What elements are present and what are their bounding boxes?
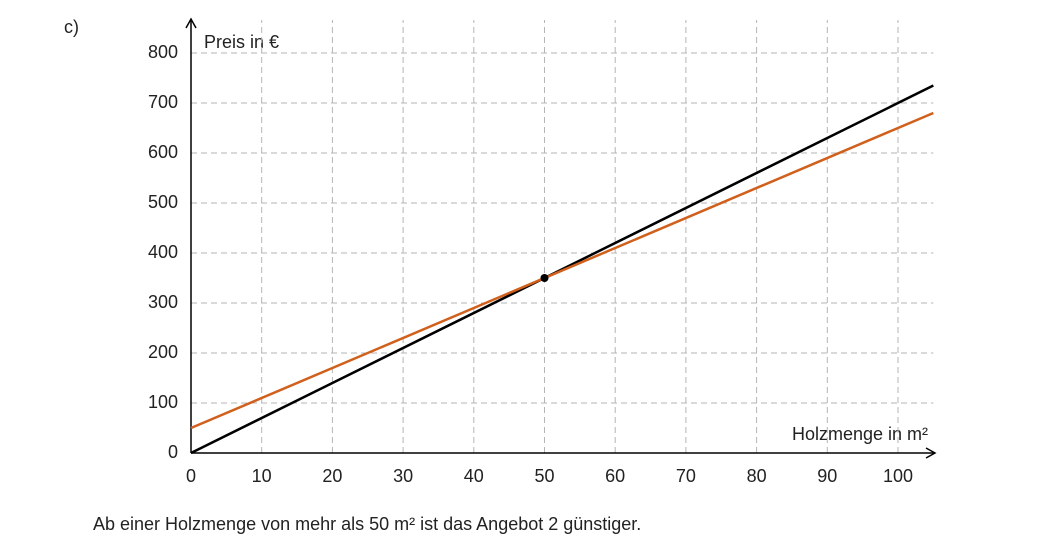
- y-tick-label: 800: [148, 42, 178, 62]
- y-tick-label: 600: [148, 142, 178, 162]
- x-tick-label: 50: [534, 466, 554, 486]
- y-tick-label: 300: [148, 292, 178, 312]
- grid: [191, 20, 934, 453]
- intersection-point: [540, 274, 549, 282]
- x-tick-label: 90: [817, 466, 837, 486]
- y-tick-label: 700: [148, 92, 178, 112]
- x-tick-label: 10: [252, 466, 272, 486]
- y-tick-label: 100: [148, 392, 178, 412]
- y-tick-label: 200: [148, 342, 178, 362]
- task-label: c): [64, 17, 79, 37]
- x-tick-label: 80: [747, 466, 767, 486]
- y-tick-label: 500: [148, 192, 178, 212]
- y-axis-label: Preis in €: [204, 32, 279, 52]
- x-axis-label: Holzmenge in m²: [792, 424, 928, 444]
- axes: [185, 17, 937, 459]
- y-tick-label: 400: [148, 242, 178, 262]
- x-tick-label: 30: [393, 466, 413, 486]
- x-tick-label: 100: [883, 466, 913, 486]
- y-axis-arrow: [185, 17, 197, 29]
- x-tick-label: 40: [464, 466, 484, 486]
- x-tick-label: 70: [676, 466, 696, 486]
- x-tick-label: 60: [605, 466, 625, 486]
- plot: [190, 84, 934, 455]
- x-axis-arrow: [925, 447, 937, 459]
- x-tick-label: 20: [322, 466, 342, 486]
- caption: Ab einer Holzmenge von mehr als 50 m² is…: [93, 514, 641, 534]
- line: [190, 111, 934, 430]
- x-tick-label: 0: [186, 466, 196, 486]
- y-tick-label: 0: [168, 442, 178, 462]
